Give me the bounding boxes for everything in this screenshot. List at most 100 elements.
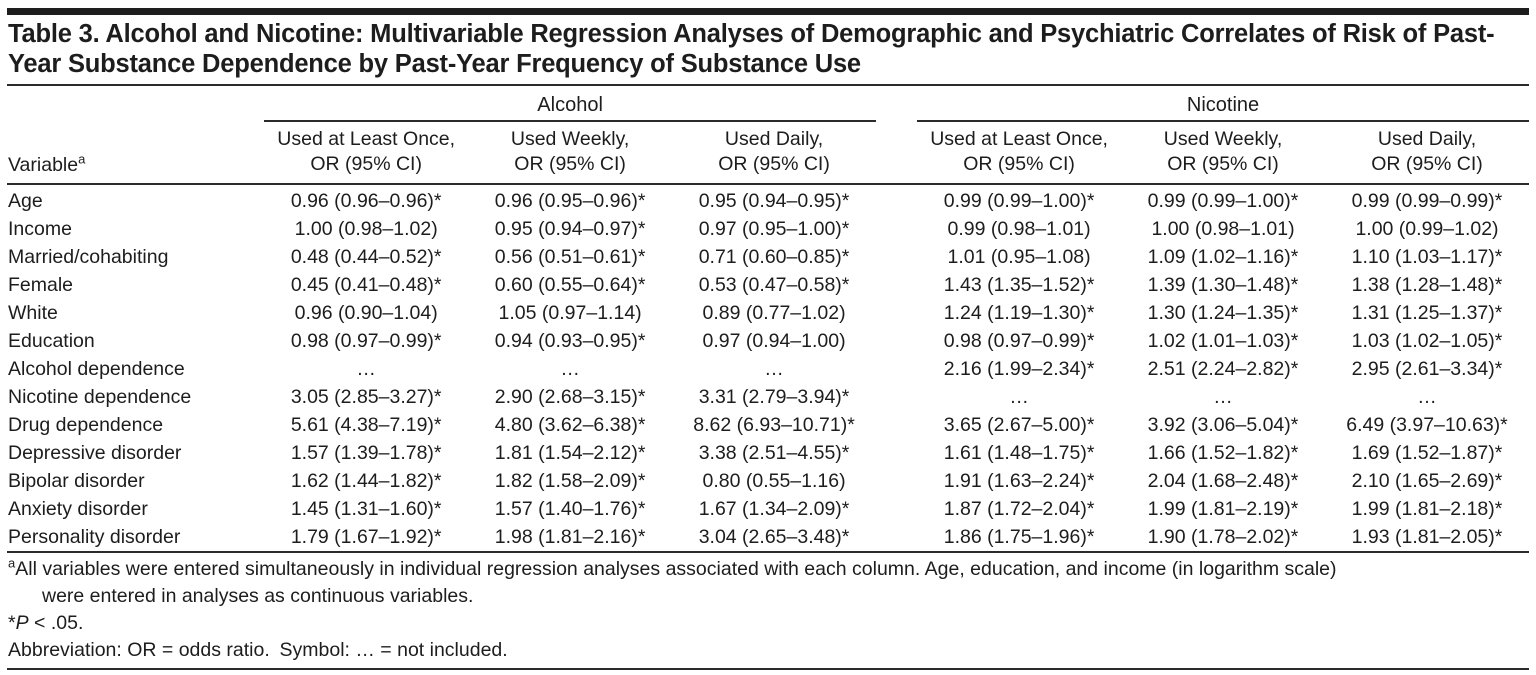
- footnote-a: aAll variables were entered simultaneous…: [8, 556, 1529, 610]
- or-value-cell: 1.05 (0.97–1.14): [498, 302, 642, 324]
- or-value-cell: 0.95 (0.94–0.97)*: [494, 218, 646, 240]
- or-value-cell: 1.57 (1.40–1.76)*: [494, 498, 646, 520]
- or-value-cell: 0.95 (0.94–0.95)*: [698, 190, 850, 212]
- or-value-cell: 1.00 (0.99–1.02): [1355, 218, 1499, 240]
- or-value-cell: …: [764, 358, 784, 380]
- table-row: Depressive disorder 1.57 (1.39–1.78)* 1.81…: [7, 439, 1529, 467]
- empty-corner-cell: [7, 86, 264, 121]
- or-value-cell: 1.45 (1.31–1.60)*: [290, 498, 442, 520]
- or-value-cell: 3.65 (2.67–5.00)*: [943, 414, 1095, 436]
- column-gap-spacer: [876, 411, 917, 439]
- or-value-cell: 1.43 (1.35–1.52)*: [943, 274, 1095, 296]
- or-value-cell: 0.99 (0.99–1.00)*: [1147, 190, 1299, 212]
- or-value-cell: 3.38 (2.51–4.55)*: [698, 442, 850, 464]
- or-value-cell: 0.60 (0.55–0.64)*: [494, 274, 646, 296]
- column-gap-spacer: [876, 327, 917, 355]
- or-value-cell: 1.30 (1.24–1.35)*: [1147, 302, 1299, 324]
- row-variable-label: Married/cohabiting: [8, 246, 169, 268]
- or-value-cell: …: [560, 358, 580, 380]
- table-header: Alcohol Nicotine Variablea Used at Least…: [7, 86, 1529, 185]
- table-row: Income 1.00 (0.98–1.02) 0.95 (0.94–0.97)* 0…: [7, 215, 1529, 243]
- or-value-cell: 1.00 (0.98–1.02): [294, 218, 438, 240]
- row-variable-label: Anxiety disorder: [8, 498, 148, 520]
- or-value-cell: 0.56 (0.51–0.61)*: [494, 246, 646, 268]
- or-value-cell: 2.16 (1.99–2.34)*: [943, 358, 1095, 380]
- or-value-cell: 1.99 (1.81–2.19)*: [1147, 498, 1299, 520]
- col-header-nicotine-weekly: Used Weekly, OR (95% CI): [1121, 121, 1325, 185]
- or-value-cell: 4.80 (3.62–6.38)*: [494, 414, 646, 436]
- group-header-nicotine: Nicotine: [917, 86, 1529, 122]
- or-value-cell: 1.01 (0.95–1.08): [947, 246, 1091, 268]
- footnote-abbreviation: Abbreviation: OR = odds ratio. Symbol: ……: [8, 639, 508, 661]
- significance-threshold: < .05.: [28, 612, 84, 634]
- col-header-nicotine-once: Used at Least Once, OR (95% CI): [917, 121, 1122, 185]
- row-variable-label: White: [8, 302, 58, 324]
- title-divider-rule: [7, 84, 1529, 86]
- or-value-cell: 5.61 (4.38–7.19)*: [290, 414, 442, 436]
- or-value-cell: 1.62 (1.44–1.82)*: [290, 470, 442, 492]
- row-variable-label: Bipolar disorder: [8, 470, 145, 492]
- bottom-rule: [7, 668, 1529, 670]
- col-header-alcohol-weekly: Used Weekly, OR (95% CI): [468, 121, 673, 185]
- or-value-cell: 0.53 (0.47–0.58)*: [698, 274, 850, 296]
- table-title: Table 3. Alcohol and Nicotine: Multivari…: [8, 20, 1495, 78]
- or-value-cell: 1.79 (1.67–1.92)*: [290, 526, 442, 548]
- table-row: White 0.96 (0.90–1.04) 1.05 (0.97–1.14) 0.8…: [7, 299, 1529, 327]
- or-value-cell: 1.57 (1.39–1.78)*: [290, 442, 442, 464]
- column-gap-spacer: [876, 271, 917, 299]
- column-gap-spacer: [876, 299, 917, 327]
- or-value-cell: 0.96 (0.90–1.04): [294, 302, 438, 324]
- or-value-cell: 2.51 (2.24–2.82)*: [1147, 358, 1299, 380]
- variable-column-header: Variablea: [7, 121, 265, 185]
- or-value-cell: …: [1417, 386, 1437, 408]
- or-value-cell: 1.03 (1.02–1.05)*: [1351, 330, 1503, 352]
- variable-header-text: Variable: [8, 154, 79, 176]
- or-value-cell: 0.99 (0.99–1.00)*: [943, 190, 1095, 212]
- or-value-cell: 2.10 (1.65–2.69)*: [1351, 470, 1503, 492]
- row-variable-label: Personality disorder: [8, 526, 181, 548]
- or-value-cell: 0.71 (0.60–0.85)*: [698, 246, 850, 268]
- or-value-cell: 1.87 (1.72–2.04)*: [943, 498, 1095, 520]
- or-value-cell: 3.92 (3.06–5.04)*: [1147, 414, 1299, 436]
- column-gap-spacer: [876, 467, 917, 495]
- table-figure: Table 3. Alcohol and Nicotine: Multivari…: [0, 8, 1536, 675]
- or-value-cell: 1.38 (1.28–1.48)*: [1351, 274, 1503, 296]
- or-value-cell: 1.39 (1.30–1.48)*: [1147, 274, 1299, 296]
- row-variable-label: Drug dependence: [8, 414, 164, 436]
- footnotes: aAll variables were entered simultaneous…: [7, 553, 1529, 668]
- or-value-cell: 0.99 (0.99–0.99)*: [1351, 190, 1503, 212]
- footnote-a-marker: a: [8, 555, 16, 571]
- col-header-alcohol-once: Used at Least Once, OR (95% CI): [264, 121, 469, 185]
- column-header-row: Variablea Used at Least Once, OR (95% CI…: [7, 121, 1529, 185]
- or-value-cell: 1.24 (1.19–1.30)*: [943, 302, 1095, 324]
- or-value-cell: 8.62 (6.93–10.71)*: [693, 414, 855, 436]
- or-value-cell: 1.00 (0.98–1.01): [1151, 218, 1295, 240]
- row-variable-label: Education: [8, 330, 95, 352]
- or-value-cell: 1.81 (1.54–2.12)*: [494, 442, 646, 464]
- or-value-cell: 1.09 (1.02–1.16)*: [1147, 246, 1299, 268]
- col-header-alcohol-daily: Used Daily, OR (95% CI): [672, 121, 877, 185]
- table-body: Age 0.96 (0.96–0.96)* 0.96 (0.95–0.96)* 0.9…: [7, 184, 1529, 551]
- or-value-cell: 3.05 (2.85–3.27)*: [290, 386, 442, 408]
- row-variable-label: Income: [8, 218, 72, 240]
- table-row: Married/cohabiting 0.48 (0.44–0.52)* 0.56 …: [7, 243, 1529, 271]
- or-value-cell: 1.10 (1.03–1.17)*: [1351, 246, 1503, 268]
- significance-star: *: [8, 612, 16, 634]
- or-value-cell: 0.89 (0.77–1.02): [702, 302, 846, 324]
- column-gap-spacer: [876, 439, 917, 467]
- footnote-significance: *P < .05.: [8, 610, 1529, 637]
- footnote-a-text: All variables were entered simultaneousl…: [15, 558, 1337, 607]
- significance-p: P: [15, 612, 29, 634]
- column-gap-spacer: [876, 243, 917, 271]
- or-value-cell: 1.99 (1.81–2.18)*: [1351, 498, 1503, 520]
- or-value-cell: 2.04 (1.68–2.48)*: [1147, 470, 1299, 492]
- or-value-cell: 0.97 (0.95–1.00)*: [698, 218, 850, 240]
- table-row: Nicotine dependence 3.05 (2.85–3.27)* 2.90…: [7, 383, 1529, 411]
- group-header-alcohol: Alcohol: [264, 86, 877, 122]
- column-gap-spacer: [876, 383, 917, 411]
- table-row: Drug dependence 5.61 (4.38–7.19)* 4.80 (3.…: [7, 411, 1529, 439]
- or-value-cell: 1.93 (1.81–2.05)*: [1351, 526, 1503, 548]
- or-value-cell: 1.90 (1.78–2.02)*: [1147, 526, 1299, 548]
- table-row: Bipolar disorder 1.62 (1.44–1.82)* 1.82 (1…: [7, 467, 1529, 495]
- table-row: Female 0.45 (0.41–0.48)* 0.60 (0.55–0.64)*…: [7, 271, 1529, 299]
